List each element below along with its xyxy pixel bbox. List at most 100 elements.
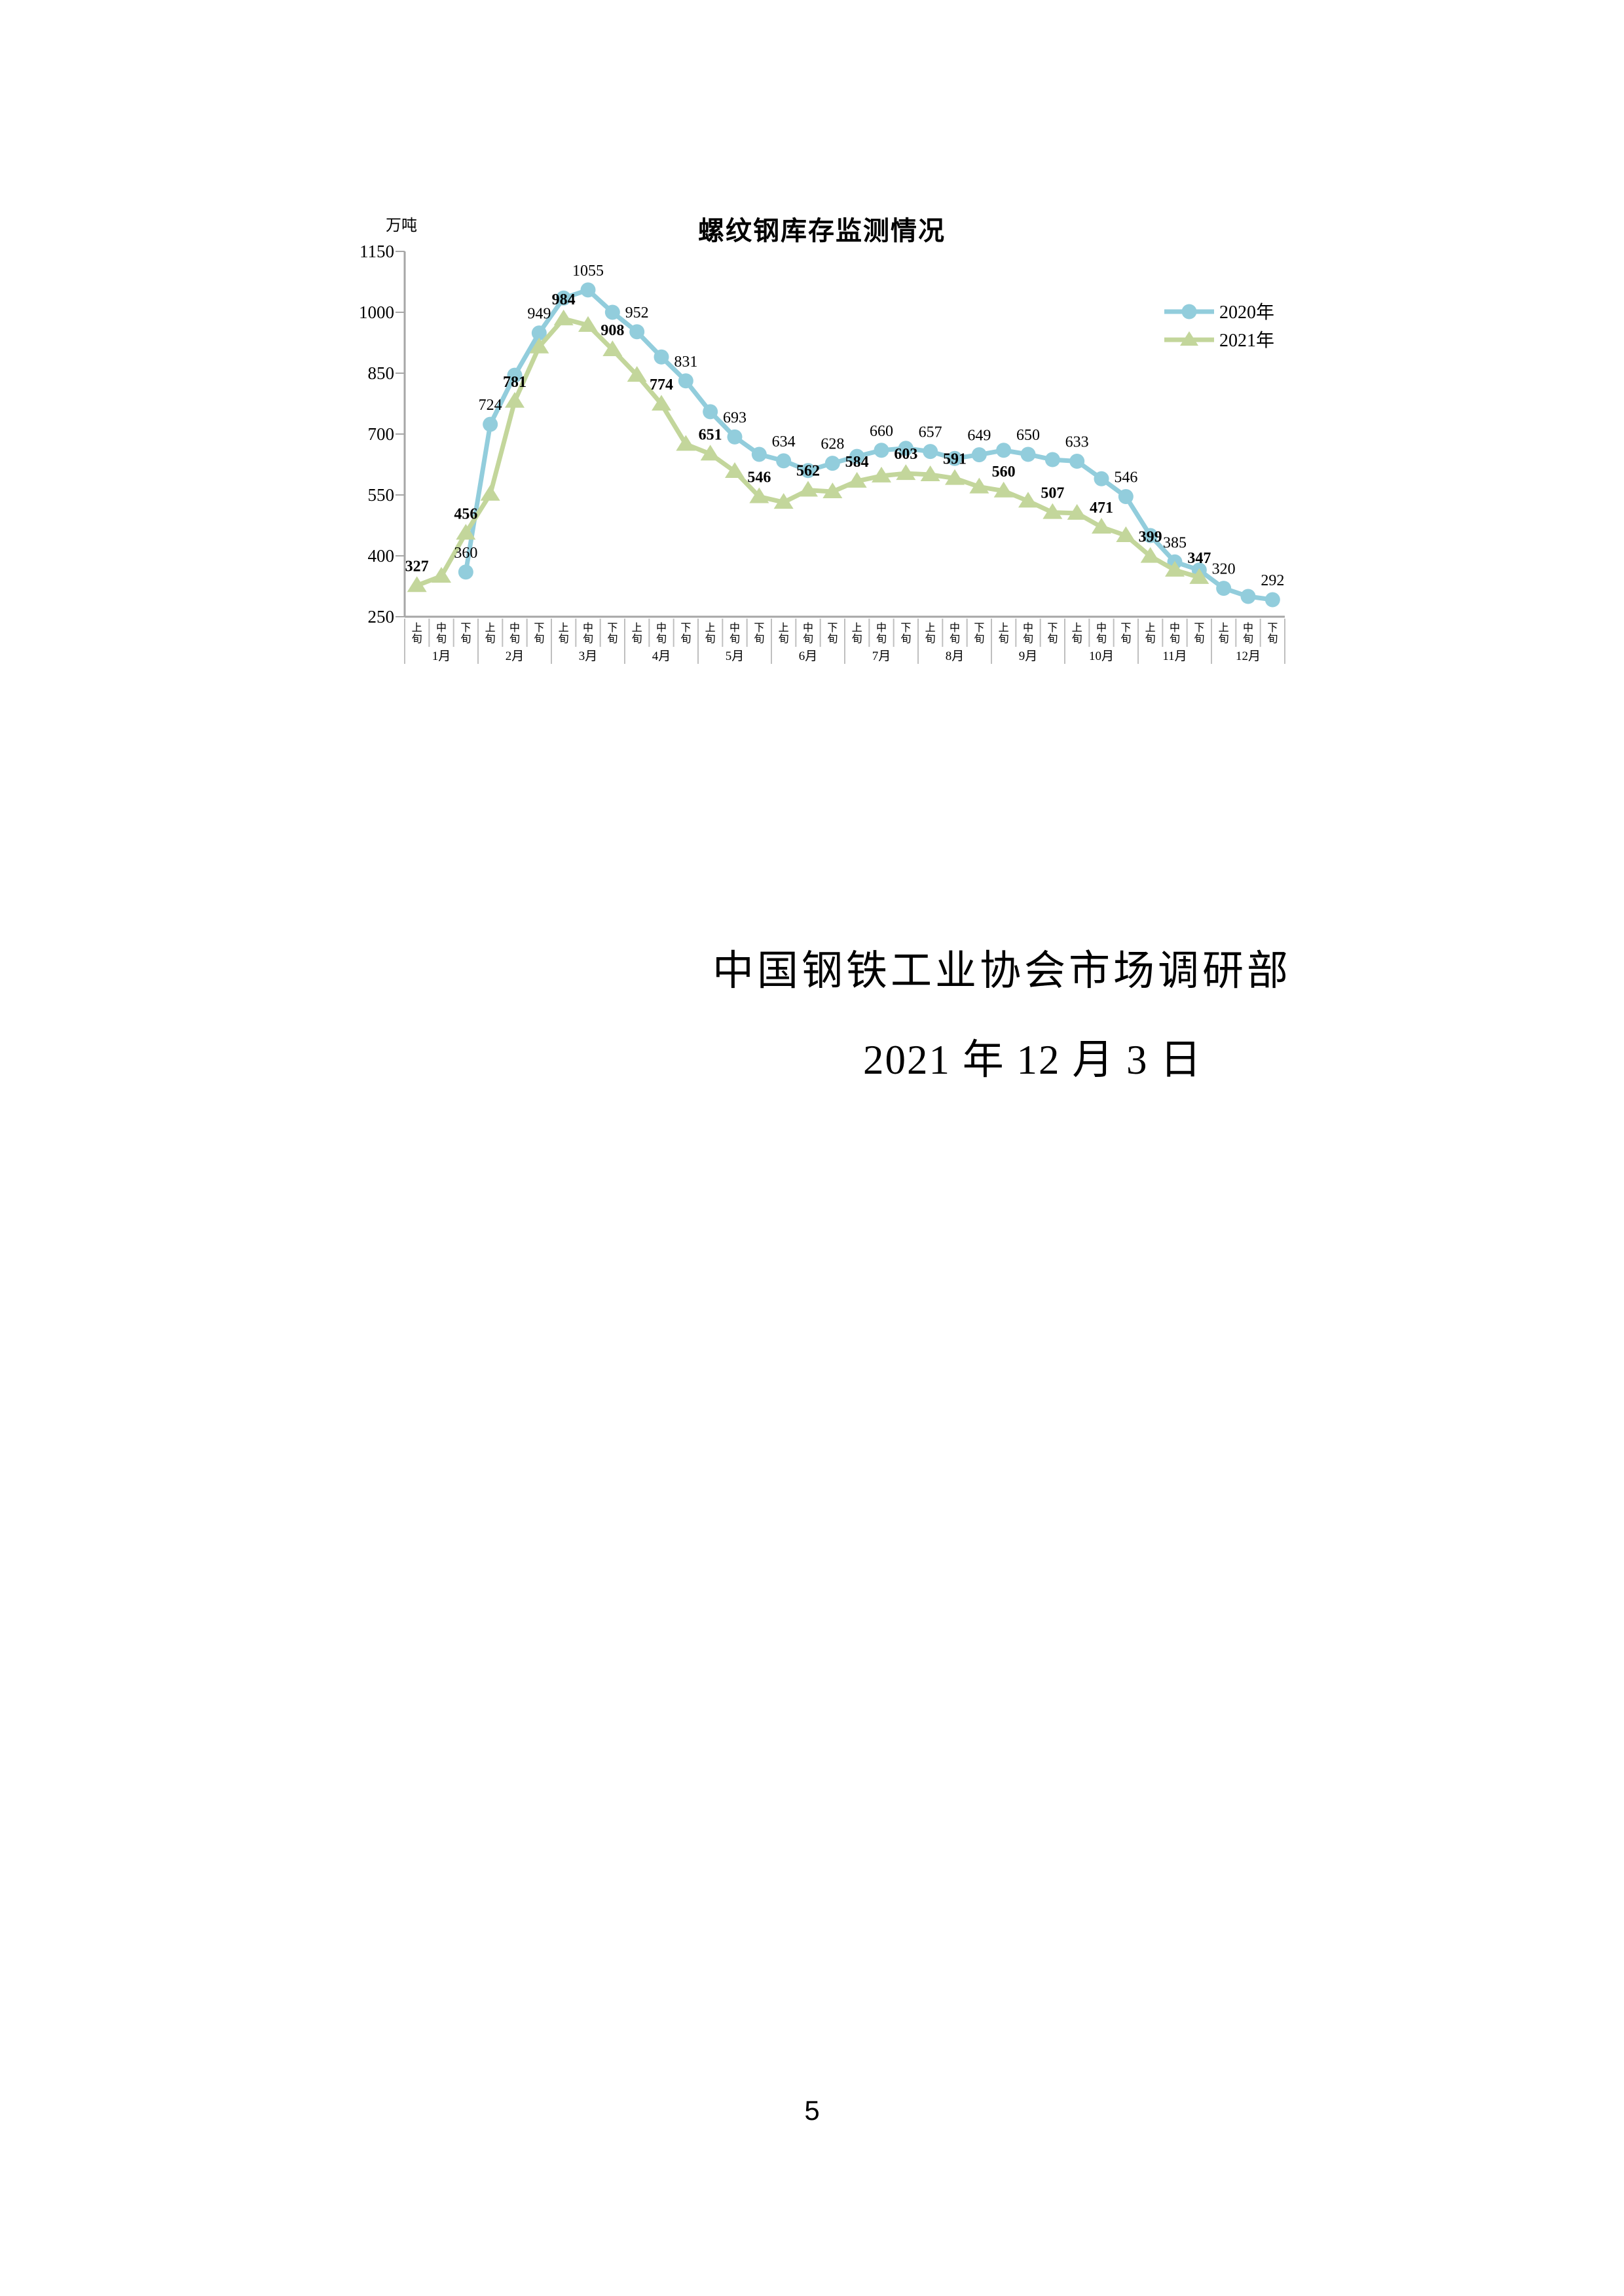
series-line-2020年: [463, 287, 1275, 602]
x-axis-period-label: 中旬: [1096, 622, 1107, 645]
x-axis-month-label: 6月: [799, 649, 818, 663]
data-point-marker-triangle: [945, 469, 965, 485]
x-axis-month-label: 5月: [726, 649, 745, 663]
x-axis-period-label: 中旬: [729, 622, 740, 645]
x-axis-period-label: 下旬: [974, 623, 984, 645]
data-point-marker-triangle: [822, 483, 843, 499]
x-axis-period-label: 中旬: [950, 622, 960, 645]
x-axis-period-label: 中旬: [583, 622, 593, 645]
data-point-marker-triangle: [798, 481, 818, 497]
x-axis-period-label: 上旬: [1145, 622, 1156, 645]
data-point-marker-triangle: [920, 465, 940, 481]
data-label-2021年: 584: [845, 454, 869, 471]
data-point-marker-circle: [1094, 471, 1109, 486]
data-label-2021年: 908: [600, 322, 624, 339]
data-point-marker-triangle: [627, 366, 647, 382]
x-axis-period-label: 中旬: [1170, 622, 1180, 645]
data-point-marker-triangle: [1018, 492, 1038, 508]
legend-label-2021年: 2021年: [1219, 330, 1274, 351]
data-point-marker-triangle: [456, 524, 476, 540]
data-label-2020年: 628: [821, 436, 844, 453]
data-point-marker-circle: [996, 443, 1012, 458]
data-label-2021年: 562: [796, 463, 820, 480]
page-number: 5: [804, 2095, 820, 2126]
x-axis-period-label: 中旬: [509, 622, 520, 645]
data-label-2021年: 774: [650, 376, 673, 393]
x-axis-month-label: 7月: [872, 649, 891, 663]
x-axis-month-label: 4月: [652, 649, 671, 663]
data-label-2020年: 385: [1163, 534, 1187, 551]
data-point-marker-triangle: [700, 445, 720, 461]
data-point-marker-circle: [923, 444, 938, 460]
data-label-2021年: 603: [894, 446, 917, 463]
data-point-marker-triangle: [896, 464, 916, 481]
data-label-2021年: 327: [405, 558, 429, 575]
data-point-marker-triangle: [652, 395, 671, 411]
data-label-2021年: 347: [1187, 550, 1211, 567]
data-point-marker-circle: [531, 325, 547, 341]
data-label-2020年: 949: [527, 306, 551, 323]
x-axis-period-label: 上旬: [632, 622, 642, 645]
x-axis-period-label: 中旬: [876, 622, 887, 645]
x-axis-period-label: 上旬: [412, 622, 422, 645]
data-point-marker-triangle: [725, 462, 745, 479]
x-axis-period-label: 中旬: [1243, 622, 1253, 645]
data-point-marker-triangle: [553, 309, 574, 325]
data-point-marker-triangle: [407, 576, 427, 592]
series-line-2021年: [415, 316, 1202, 588]
data-point-marker-circle: [654, 349, 669, 365]
data-label-2021年: 471: [1090, 500, 1113, 517]
x-axis-period-label: 上旬: [852, 622, 862, 645]
data-point-marker-circle: [727, 429, 743, 445]
x-axis-period-label: 上旬: [999, 622, 1009, 645]
x-axis-period-label: 上旬: [485, 622, 496, 645]
data-point-marker-triangle: [969, 477, 989, 494]
x-axis-period-label: 下旬: [827, 623, 838, 645]
data-label-2020年: 657: [919, 424, 942, 441]
data-point-marker-triangle: [749, 487, 769, 503]
data-point-marker-triangle: [847, 471, 867, 488]
data-point-marker-triangle: [480, 484, 500, 501]
x-axis-period-label: 下旬: [680, 623, 691, 645]
data-point-marker-triangle: [993, 481, 1014, 498]
x-axis-period-label: 下旬: [1120, 623, 1131, 645]
y-axis-tick-label: 1000: [359, 302, 394, 322]
data-label-2020年: 952: [625, 304, 649, 321]
data-point-marker-triangle: [529, 337, 549, 354]
data-label-2021年: 399: [1139, 529, 1162, 546]
data-point-marker-triangle: [602, 340, 623, 357]
y-axis-tick-label: 1150: [360, 242, 394, 261]
data-label-2020年: 660: [870, 423, 893, 440]
data-point-marker-circle: [678, 373, 693, 389]
x-axis-period-label: 上旬: [1072, 622, 1082, 645]
x-axis-period-label: 上旬: [705, 622, 716, 645]
x-axis-month-label: 3月: [579, 649, 598, 663]
data-point-marker-triangle: [1165, 560, 1185, 577]
data-point-marker-circle: [874, 443, 889, 458]
x-axis-month-label: 12月: [1236, 649, 1261, 663]
data-point-marker-circle: [556, 290, 572, 306]
data-label-2021年: 984: [552, 291, 576, 308]
data-point-marker-circle: [800, 463, 816, 479]
legend-marker-triangle: [1180, 331, 1198, 346]
data-label-2020年: 831: [674, 354, 697, 371]
data-point-marker-circle: [703, 404, 718, 420]
data-point-marker-circle: [898, 441, 913, 456]
data-label-2020年: 634: [772, 433, 796, 450]
data-point-marker-triangle: [505, 392, 525, 408]
data-point-marker-circle: [458, 564, 473, 580]
date-line: 2021 年 12 月 3 日: [863, 1037, 1203, 1083]
x-axis-month-label: 1月: [432, 649, 451, 663]
data-point-marker-triangle: [1067, 503, 1087, 520]
data-point-marker-circle: [971, 447, 987, 463]
x-axis-period-label: 中旬: [803, 622, 813, 645]
data-label-2020年: 724: [479, 397, 502, 414]
x-axis-month-label: 10月: [1089, 649, 1114, 663]
data-point-marker-circle: [1044, 452, 1060, 467]
data-label-2021年: 781: [503, 374, 526, 391]
x-axis-period-label: 下旬: [460, 623, 471, 645]
data-label-2020年: 360: [454, 545, 477, 562]
x-axis-period-label: 中旬: [656, 622, 667, 645]
data-point-marker-triangle: [432, 567, 451, 583]
data-point-marker-circle: [849, 448, 865, 464]
